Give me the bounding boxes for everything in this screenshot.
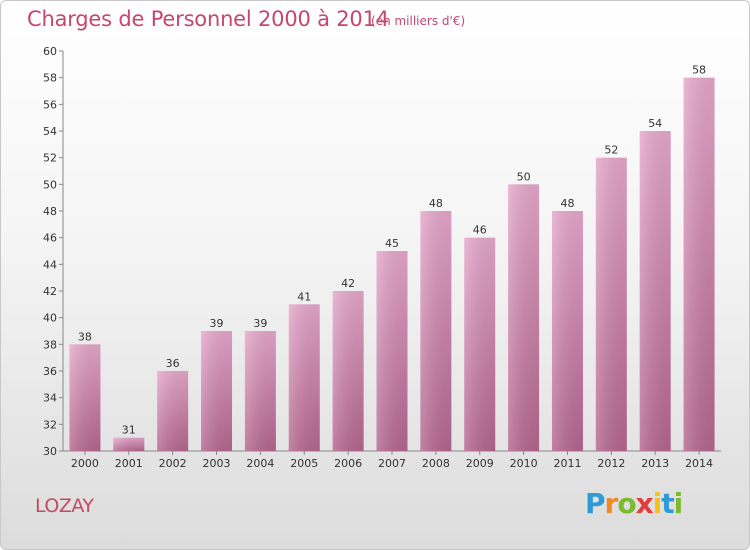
- commune-name: LOZAY: [35, 495, 94, 517]
- y-tick-label: 36: [43, 365, 57, 378]
- x-tick-label: 2005: [290, 457, 318, 470]
- x-tick-label: 2007: [378, 457, 406, 470]
- logo-letter: t: [661, 487, 674, 520]
- x-tick-label: 2003: [203, 457, 231, 470]
- bar-shade: [244, 331, 276, 451]
- bar-shade: [508, 184, 540, 452]
- x-tick-label: 2008: [422, 457, 450, 470]
- x-tick-label: 2006: [334, 457, 362, 470]
- logo-letter: P: [585, 487, 606, 520]
- y-tick-label: 44: [43, 258, 57, 271]
- data-label: 39: [210, 317, 224, 330]
- y-tick-label: 58: [43, 72, 57, 85]
- y-tick-label: 30: [43, 445, 57, 458]
- x-tick-label: 2012: [597, 457, 625, 470]
- data-label: 45: [385, 237, 399, 250]
- y-tick-label: 50: [43, 178, 57, 191]
- x-tick-label: 2014: [685, 457, 713, 470]
- y-tick-label: 32: [43, 418, 57, 431]
- data-label: 39: [253, 317, 267, 330]
- data-label: 48: [429, 197, 443, 210]
- x-tick-label: 2001: [115, 457, 143, 470]
- data-label: 41: [297, 290, 311, 303]
- data-label: 50: [517, 170, 531, 183]
- chart-title: Charges de Personnel 2000 à 2014: [27, 7, 389, 31]
- y-tick-label: 42: [43, 285, 57, 298]
- logo-letter: i: [652, 487, 663, 520]
- data-label: 52: [604, 144, 618, 157]
- data-label: 38: [78, 330, 92, 343]
- y-tick-label: 54: [43, 125, 57, 138]
- bar-shade: [113, 437, 145, 451]
- bar-shade: [595, 157, 627, 451]
- bar-shade: [288, 304, 320, 451]
- x-tick-label: 2010: [510, 457, 538, 470]
- data-label: 48: [560, 197, 574, 210]
- data-label: 31: [122, 424, 136, 437]
- bar-shade: [201, 331, 233, 451]
- y-tick-label: 34: [43, 392, 57, 405]
- bar-shade: [551, 211, 583, 451]
- x-tick-label: 2004: [246, 457, 274, 470]
- data-label: 58: [692, 64, 706, 77]
- bar-shade: [69, 344, 101, 451]
- bar-shade: [420, 211, 452, 451]
- bar-shade: [332, 291, 364, 451]
- data-label: 54: [648, 117, 662, 130]
- y-tick-label: 60: [43, 45, 57, 58]
- data-label: 36: [166, 357, 180, 370]
- logo-letter: x: [635, 487, 654, 520]
- bar-shade: [464, 237, 496, 451]
- x-tick-label: 2000: [71, 457, 99, 470]
- proxiti-logo[interactable]: Proxiti: [585, 487, 684, 520]
- y-tick-label: 56: [43, 98, 57, 111]
- y-tick-label: 40: [43, 312, 57, 325]
- bar-shade: [639, 131, 671, 451]
- bar-shade: [376, 251, 408, 451]
- y-tick-label: 46: [43, 232, 57, 245]
- bar-shade: [683, 77, 715, 452]
- data-label: 42: [341, 277, 355, 290]
- logo-letter: i: [673, 487, 684, 520]
- data-label: 46: [473, 224, 487, 237]
- chart-subtitle: (en milliers d'€): [371, 14, 466, 28]
- x-tick-label: 2011: [553, 457, 581, 470]
- x-tick-label: 2002: [159, 457, 187, 470]
- y-tick-label: 52: [43, 152, 57, 165]
- x-tick-label: 2013: [641, 457, 669, 470]
- logo-letter: o: [617, 487, 636, 520]
- y-tick-label: 38: [43, 338, 57, 351]
- bar-shade: [157, 371, 189, 451]
- logo-letter: r: [604, 487, 619, 520]
- y-tick-label: 48: [43, 205, 57, 218]
- x-tick-label: 2009: [466, 457, 494, 470]
